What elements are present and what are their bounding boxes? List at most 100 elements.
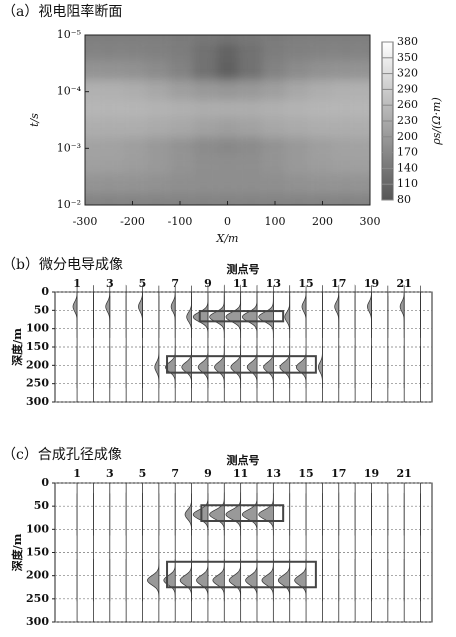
heatmap-cell [358, 43, 370, 61]
wiggle-peak [163, 558, 176, 602]
heatmap-cell [334, 156, 359, 174]
x-tick-label: 3 [106, 277, 114, 290]
wiggle-peak [196, 558, 209, 602]
y-axis-label: 深度/m [10, 533, 24, 571]
heatmap-cell [310, 35, 335, 44]
heatmap-cell [263, 156, 287, 174]
y-tick-label: 10⁻⁵ [57, 28, 81, 41]
heatmap-cell [334, 193, 359, 205]
wiggle-peak [245, 558, 258, 602]
heatmap-cell [358, 137, 370, 157]
y-tick-label: 0 [41, 285, 49, 298]
x-tick-label: 11 [233, 467, 248, 480]
heatmap-cell [168, 193, 192, 205]
wiggle-peak [258, 493, 274, 536]
colorbar-tick-label: 170 [397, 146, 418, 159]
heatmap-cell [85, 137, 97, 157]
heatmap-cell [85, 156, 97, 174]
heatmap-cell [120, 43, 145, 61]
heatmap-cell [286, 156, 311, 174]
heatmap-cell [144, 35, 169, 44]
heatmap-cell [120, 173, 145, 194]
wiggle-peak [214, 345, 225, 389]
wiggle-peak [295, 346, 307, 389]
heatmap-cell [191, 193, 216, 205]
heatmap-cell [120, 60, 145, 81]
heatmap-cell [96, 173, 121, 194]
heatmap-cell [286, 137, 311, 157]
y-axis-label: t/s [28, 113, 41, 127]
heatmap-cell [334, 100, 359, 118]
y-tick-label: 100 [26, 322, 49, 335]
heatmap-cell [120, 100, 145, 118]
heatmap-cell [263, 100, 287, 118]
x-tick-label: 13 [266, 277, 281, 290]
heatmap-cell [334, 173, 359, 194]
heatmap-cell [263, 43, 287, 61]
x-tick-label: 5 [139, 277, 147, 290]
wiggle-peak [225, 492, 241, 536]
heatmap-cell [168, 117, 192, 138]
wiggle-peak [241, 295, 258, 338]
heatmap-cell [263, 193, 287, 205]
heatmap-cell [191, 156, 216, 174]
x-tick-label: 7 [171, 467, 179, 480]
y-tick-label: 200 [26, 569, 49, 582]
wiggle-peak [179, 559, 192, 602]
heatmap-cell [85, 43, 97, 61]
wiggle-peak [241, 492, 258, 536]
heatmap-cell [310, 137, 335, 157]
heatmap-cell [263, 60, 287, 81]
heatmap-cell [96, 35, 121, 44]
heatmap-cell [334, 60, 359, 81]
x-tick-label: 5 [139, 467, 147, 480]
heatmap-cell [215, 117, 240, 138]
heatmap-cell [310, 173, 335, 194]
wiggle-peak [165, 345, 176, 389]
colorbar-tick-label: 80 [397, 193, 411, 206]
heatmap-cell [168, 43, 192, 61]
heatmap-cell [96, 60, 121, 81]
heatmap-cell [358, 117, 370, 138]
heatmap-cell [310, 156, 335, 174]
heatmap-cell [239, 117, 264, 138]
heatmap-cell [358, 193, 370, 205]
heatmap-cell [358, 35, 370, 44]
heatmap-cell [215, 173, 240, 194]
wiggle-peak [184, 493, 192, 536]
heatmap-cell [239, 173, 264, 194]
heatmap-cell [215, 60, 240, 81]
heatmap-cell [85, 60, 97, 81]
heatmap-cell [263, 117, 287, 138]
heatmap-cell [263, 173, 287, 194]
heatmap-cell [358, 100, 370, 118]
heatmap-cell [286, 173, 311, 194]
heatmap-cell [310, 60, 335, 81]
y-tick-label: 150 [26, 546, 49, 559]
x-tick-label: 15 [298, 277, 313, 290]
wiggle-peak [284, 295, 291, 338]
wiggle-peak [181, 346, 192, 389]
heatmap-cell [239, 193, 264, 205]
heatmap-cell [96, 80, 121, 101]
x-tick-label: 17 [331, 277, 346, 290]
x-tick-label: 1 [73, 277, 81, 290]
heatmap-cell [239, 60, 264, 81]
heatmap-cell [144, 60, 169, 81]
wiggle-peak [246, 345, 258, 389]
colorbar-tick-label: 350 [397, 51, 418, 64]
y-tick-label: 250 [26, 377, 49, 390]
wiggle-peak [212, 558, 225, 602]
wiggle-peak [228, 558, 241, 602]
panel-title: （b）微分电导成像 [2, 257, 123, 273]
heatmap-cell [310, 80, 335, 101]
x-axis-label: X/m [216, 232, 239, 245]
x-tick-label: 0 [224, 215, 231, 228]
heatmap-cell [144, 156, 169, 174]
heatmap-cell [85, 173, 97, 194]
x-tick-label: 19 [364, 277, 379, 290]
y-tick-label: 150 [26, 340, 49, 353]
wiggle-peak [209, 492, 225, 536]
heatmap-cell [215, 193, 240, 205]
heatmap-cell [191, 137, 216, 157]
